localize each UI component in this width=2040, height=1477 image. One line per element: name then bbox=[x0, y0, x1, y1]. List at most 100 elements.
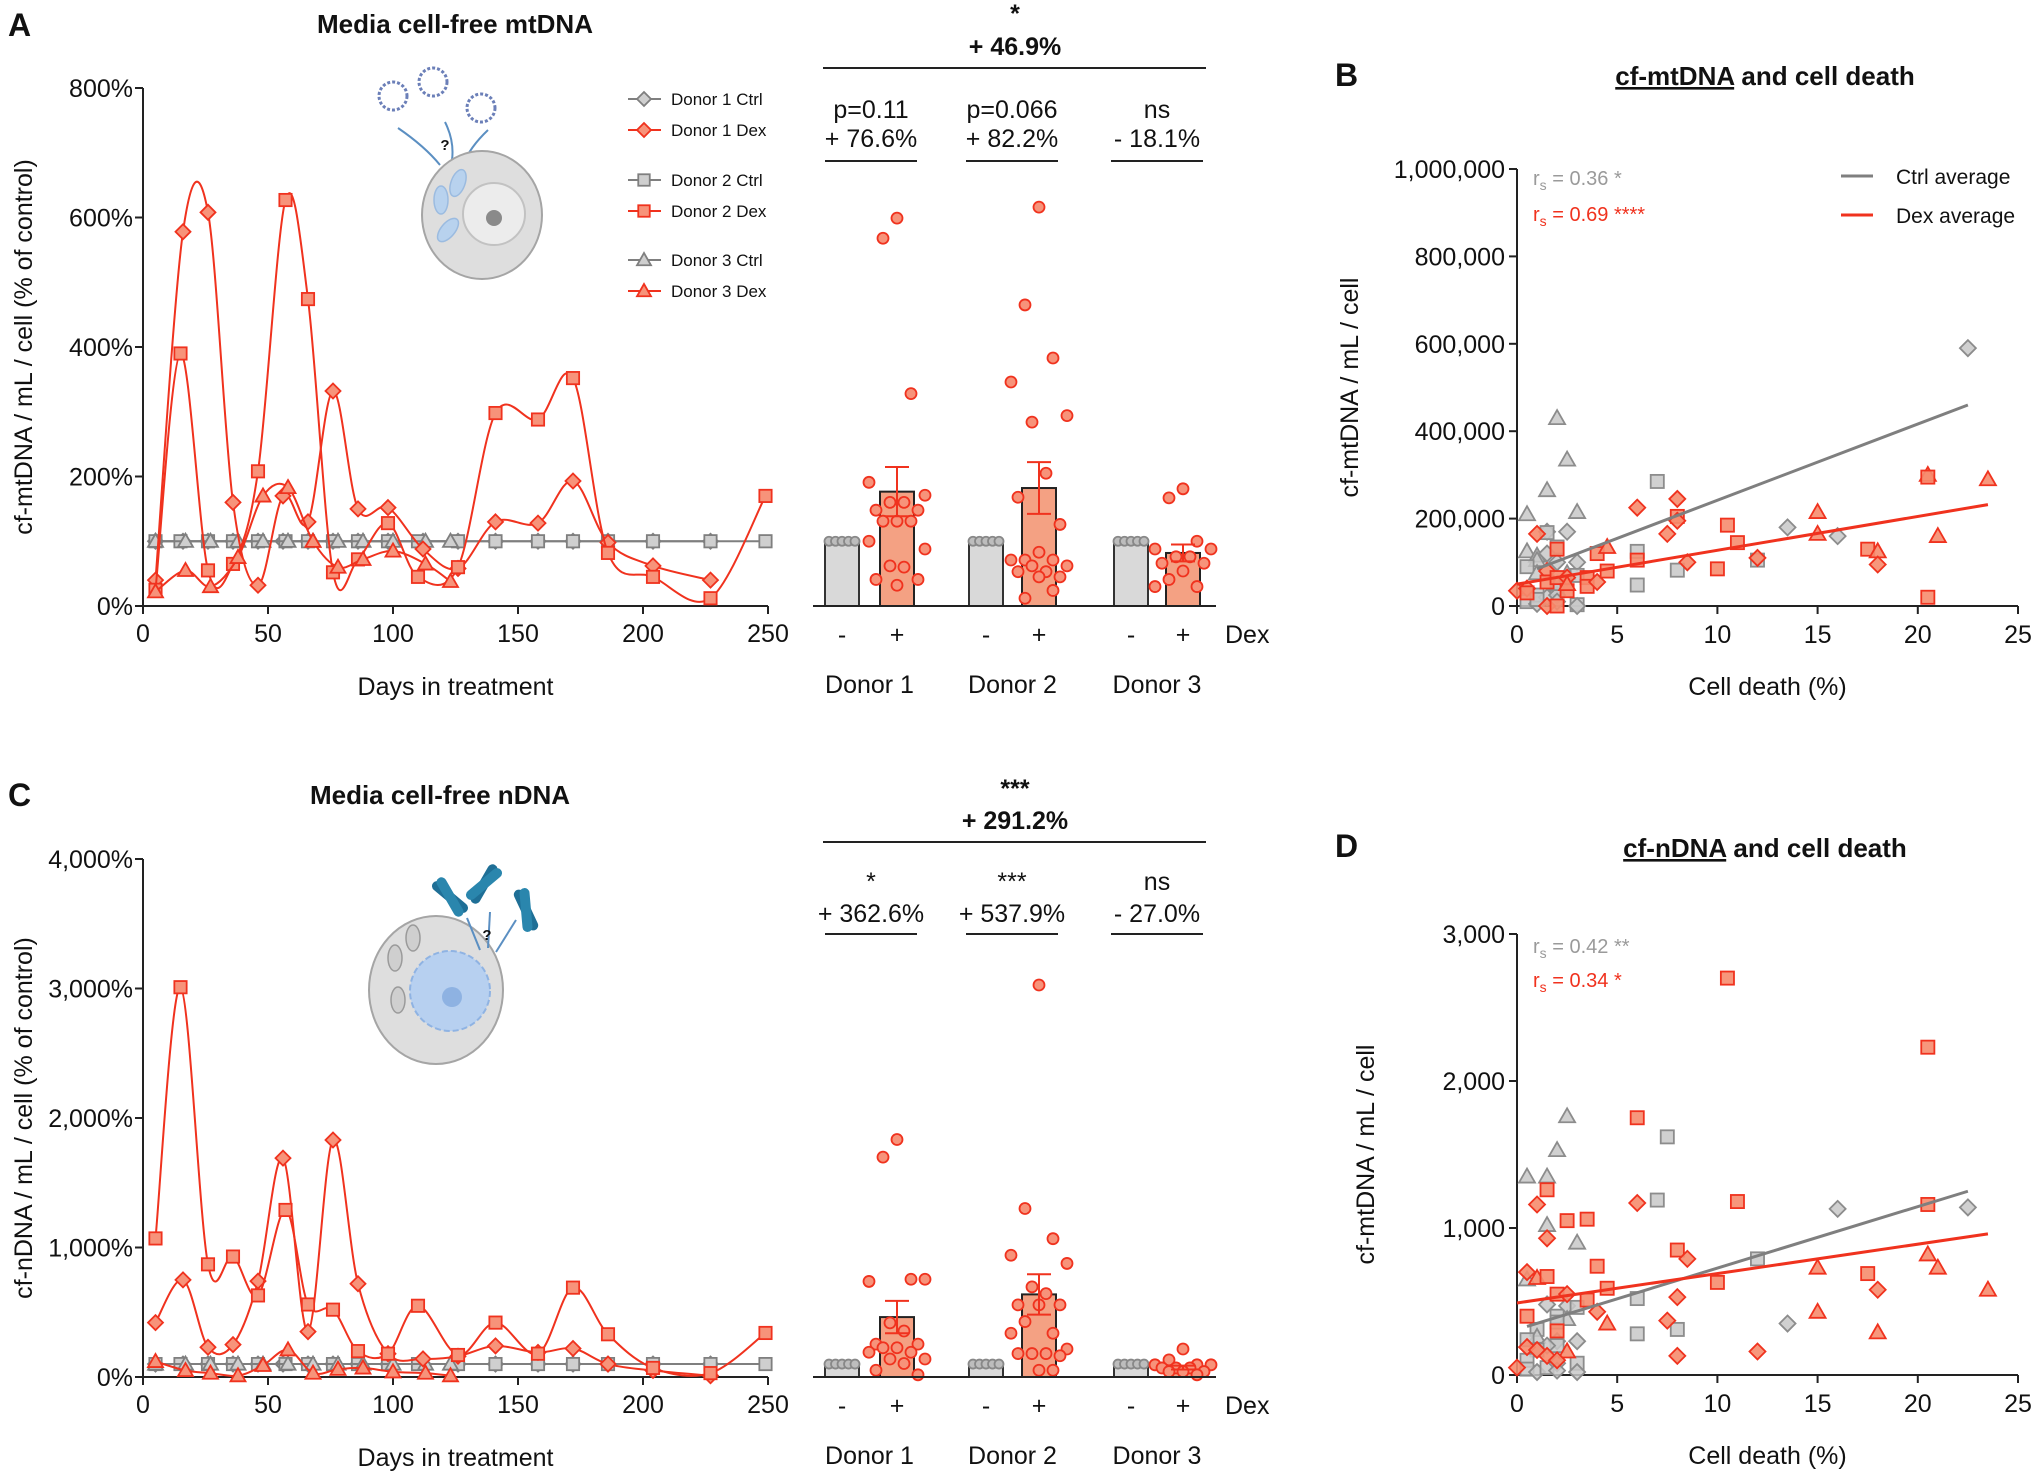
dex-point bbox=[1176, 1342, 1190, 1356]
dex-point bbox=[1025, 1347, 1039, 1360]
donor-label: Donor 3 bbox=[1113, 671, 1202, 699]
ndna-release-cell-illustration bbox=[368, 864, 539, 1065]
dex-point bbox=[1527, 1195, 1547, 1214]
data-point bbox=[703, 591, 718, 606]
dex-point bbox=[862, 1345, 876, 1359]
data-point bbox=[530, 412, 546, 427]
dex-point bbox=[1060, 1257, 1074, 1270]
y-tick-label: 2,000 bbox=[1442, 1068, 1505, 1096]
dex-point bbox=[1197, 556, 1211, 570]
trend-line-dex bbox=[1516, 503, 1989, 586]
x-tick-label: 50 bbox=[254, 620, 282, 648]
data-point bbox=[703, 1366, 718, 1381]
dex-point bbox=[869, 573, 883, 586]
condition-label-dex: + bbox=[1032, 621, 1047, 649]
dex-point bbox=[1928, 526, 1948, 543]
legend-label: Donor 3 Ctrl bbox=[671, 251, 763, 270]
data-point bbox=[324, 382, 342, 400]
x-tick-label: 5 bbox=[1610, 621, 1624, 649]
legend-entry bbox=[628, 121, 661, 139]
ctrl-point bbox=[1138, 1358, 1150, 1370]
data-point bbox=[565, 534, 581, 549]
trend-line-ctrl bbox=[1526, 1189, 1969, 1328]
x-tick-label: 0 bbox=[136, 620, 150, 648]
rs-subscript: s bbox=[1540, 945, 1547, 961]
dex-point bbox=[1920, 589, 1936, 605]
data-point bbox=[146, 1352, 165, 1368]
dex-point bbox=[876, 231, 890, 245]
dex-point bbox=[918, 1352, 932, 1366]
x-tick-label: 50 bbox=[254, 1391, 282, 1419]
bar-chart-C bbox=[813, 841, 1218, 1382]
data-point bbox=[350, 1344, 366, 1359]
arrow-icon bbox=[487, 911, 491, 949]
overall-change: + 46.9% bbox=[969, 33, 1061, 61]
data-point bbox=[146, 1313, 165, 1332]
data-point bbox=[199, 203, 217, 222]
ctrl-point bbox=[1567, 1232, 1587, 1250]
dex-point bbox=[904, 1272, 918, 1286]
y-tick-label: 0% bbox=[97, 593, 133, 621]
ctrl-point bbox=[1958, 338, 1978, 358]
data-point bbox=[600, 1327, 616, 1342]
x-tick-label: 100 bbox=[372, 1391, 414, 1419]
dex-point bbox=[1918, 1244, 1938, 1262]
data-point bbox=[176, 1361, 195, 1378]
data-point bbox=[349, 1274, 367, 1293]
dex-point bbox=[1011, 565, 1025, 579]
rs-symbol: r bbox=[1533, 970, 1540, 992]
data-point bbox=[441, 1366, 460, 1383]
arrow-icon bbox=[444, 121, 454, 161]
y-tick-label: 800,000 bbox=[1415, 243, 1505, 271]
data-point bbox=[249, 576, 267, 595]
dex-point bbox=[1162, 1365, 1176, 1378]
dex-point bbox=[911, 573, 925, 586]
dex-point bbox=[869, 503, 883, 517]
dex-point bbox=[1053, 1349, 1067, 1363]
donor-significance: p=0.066 bbox=[966, 96, 1057, 124]
y-tick-label: 3,000 bbox=[1442, 921, 1505, 949]
data-point bbox=[645, 569, 661, 584]
dex-point bbox=[1527, 524, 1547, 544]
bar-chart-A bbox=[813, 67, 1218, 608]
spearman-dex: rs = 0.69 **** bbox=[1533, 204, 1645, 229]
data-point bbox=[200, 1257, 216, 1272]
ctrl-point bbox=[1547, 1140, 1567, 1157]
legend-label: Dex average bbox=[1896, 205, 2015, 228]
ctrl-point bbox=[1567, 1331, 1587, 1351]
data-point bbox=[278, 1202, 293, 1217]
line-chart-C bbox=[135, 858, 773, 1385]
x-tick-label: 10 bbox=[1703, 621, 1731, 649]
dex-point bbox=[1928, 1257, 1948, 1275]
x-tick-label: 250 bbox=[747, 620, 789, 648]
dex-point bbox=[883, 559, 897, 573]
chromosome-icon bbox=[465, 864, 503, 904]
dex-point bbox=[1176, 564, 1190, 578]
dex-point bbox=[1860, 1266, 1876, 1282]
y-tick-label: 1,000 bbox=[1442, 1215, 1505, 1243]
dex-point bbox=[1032, 570, 1046, 584]
ctrl-point bbox=[849, 535, 861, 547]
condition-label-ctrl: - bbox=[982, 621, 990, 649]
arrow-icon bbox=[397, 127, 441, 166]
donor-significance: ns bbox=[1144, 96, 1170, 124]
dex-point bbox=[1519, 1308, 1535, 1324]
data-point bbox=[564, 1339, 582, 1358]
dex-point bbox=[904, 514, 918, 528]
dex-point bbox=[1162, 573, 1176, 586]
dex-point bbox=[1547, 1351, 1567, 1370]
dex-point bbox=[1018, 298, 1032, 312]
data-point bbox=[600, 545, 616, 560]
data-point bbox=[645, 1360, 661, 1375]
mtdna-circle-icon bbox=[377, 80, 409, 112]
dex-point bbox=[869, 1363, 883, 1377]
ctrl-point bbox=[1958, 1198, 1978, 1217]
legend-marker-diamond-icon bbox=[635, 90, 653, 108]
dex-point bbox=[918, 542, 932, 556]
data-point bbox=[148, 1231, 163, 1246]
dex-point bbox=[1920, 1039, 1936, 1055]
rs-symbol: r bbox=[1533, 168, 1540, 190]
arrow-icon bbox=[495, 919, 517, 953]
y-axis-label: cf-mtDNA / mL / cell (% of control) bbox=[10, 159, 38, 535]
